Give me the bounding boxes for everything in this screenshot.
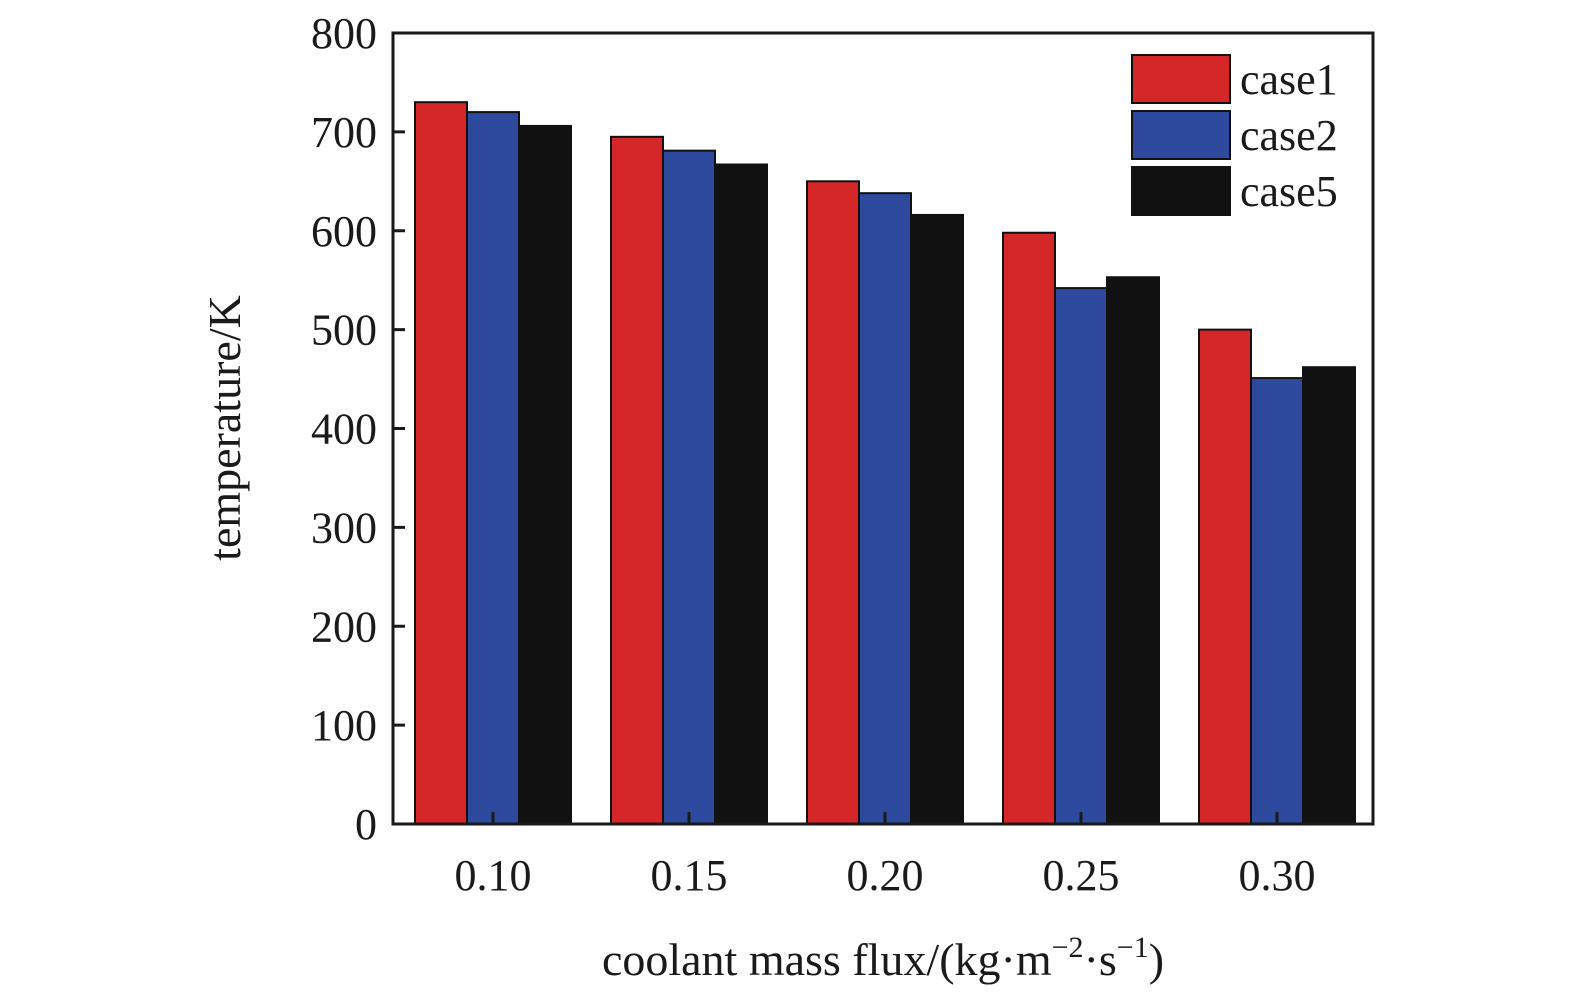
- y-tick-label: 200: [311, 602, 377, 651]
- bar-case1-0.20: [806, 180, 860, 825]
- y-axis: 0 100 200 300 400 500 600 700 800: [311, 9, 405, 849]
- y-tick-label: 0: [355, 800, 377, 849]
- bar-case1-0.10: [414, 101, 468, 825]
- bar-case2-0.25: [1054, 287, 1108, 826]
- y-tick-label: 800: [311, 9, 377, 58]
- x-tick-label: 0.15: [651, 851, 728, 900]
- legend-label-case1: case1: [1240, 55, 1338, 104]
- bars-group: [414, 101, 1356, 826]
- bar-case5-0.30: [1302, 366, 1356, 825]
- y-tick-label: 500: [311, 306, 377, 355]
- bar-case1-0.15: [610, 135, 664, 826]
- x-axis-label-main: coolant mass flux/(kg·m: [602, 934, 1052, 985]
- legend-swatch-case1: [1131, 54, 1231, 104]
- bar-case2-0.30: [1250, 377, 1304, 825]
- bar-case5-0.10: [518, 124, 572, 825]
- bar-case5-0.25: [1106, 276, 1160, 825]
- y-axis-label: temperature/K: [199, 295, 250, 561]
- bar-case5-0.15: [714, 163, 768, 826]
- legend-label-case2: case2: [1240, 111, 1338, 160]
- y-tick-label: 600: [311, 207, 377, 256]
- x-axis-label-sup1: −2: [1052, 931, 1084, 964]
- y-tick-label: 400: [311, 405, 377, 454]
- x-tick-label: 0.20: [847, 851, 924, 900]
- bar-case2-0.20: [858, 192, 912, 826]
- x-tick-label: 0.25: [1043, 851, 1120, 900]
- x-axis-label-end: ): [1149, 934, 1164, 985]
- bar-case2-0.15: [662, 149, 716, 825]
- bar-case1-0.25: [1002, 231, 1056, 826]
- x-axis: 0.10 0.15 0.20 0.25 0.30: [455, 812, 1316, 900]
- y-tick-label: 100: [311, 701, 377, 750]
- legend-swatch-case2: [1131, 110, 1231, 160]
- bar-case1-0.30: [1198, 328, 1252, 825]
- bar-case2-0.10: [466, 111, 520, 826]
- x-tick-label: 0.10: [455, 851, 532, 900]
- legend-label-case5: case5: [1240, 167, 1338, 216]
- x-axis-label: coolant mass flux/(kg·m−2·s−1): [602, 931, 1164, 985]
- legend: case1 case2 case5: [1131, 54, 1338, 216]
- x-axis-label-mid: ·s: [1084, 934, 1117, 985]
- y-tick-label: 300: [311, 503, 377, 552]
- legend-swatch-case5: [1131, 166, 1231, 216]
- x-tick-label: 0.30: [1239, 851, 1316, 900]
- y-tick-label: 700: [311, 108, 377, 157]
- bar-case5-0.20: [910, 213, 964, 825]
- x-axis-label-sup2: −1: [1117, 931, 1149, 964]
